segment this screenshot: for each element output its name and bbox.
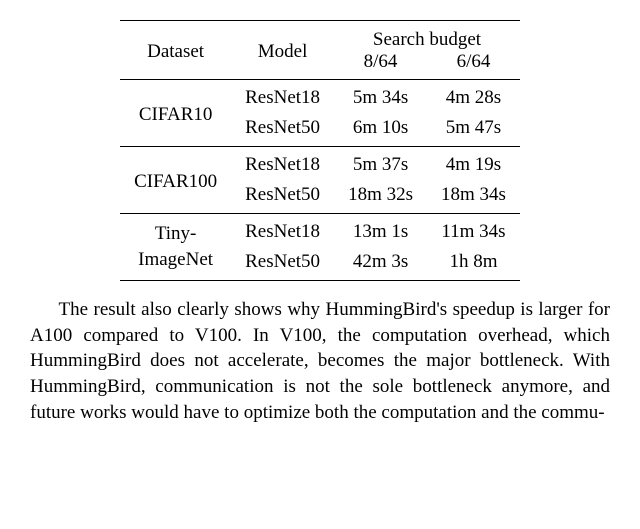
dataset-cell: CIFAR100 bbox=[120, 147, 231, 214]
value-cell: 1h 8m bbox=[427, 247, 520, 281]
body-paragraph: The result also clearly shows why Hummin… bbox=[30, 297, 610, 425]
value-cell: 11m 34s bbox=[427, 214, 520, 248]
value-cell: 5m 47s bbox=[427, 113, 520, 147]
model-cell: ResNet50 bbox=[231, 180, 334, 214]
value-cell: 5m 34s bbox=[334, 80, 427, 114]
col-header-dataset: Dataset bbox=[120, 21, 231, 80]
dataset-cell: CIFAR10 bbox=[120, 80, 231, 147]
value-cell: 18m 34s bbox=[427, 180, 520, 214]
value-cell: 42m 3s bbox=[334, 247, 427, 281]
model-cell: ResNet18 bbox=[231, 80, 334, 114]
col-header-budget: Search budget bbox=[334, 21, 520, 52]
value-cell: 5m 37s bbox=[334, 147, 427, 181]
value-cell: 13m 1s bbox=[334, 214, 427, 248]
dataset-cell-line1: Tiny- bbox=[120, 214, 231, 248]
col-sub-b2: 6/64 bbox=[427, 51, 520, 80]
col-header-model: Model bbox=[231, 21, 334, 80]
value-cell: 4m 19s bbox=[427, 147, 520, 181]
model-cell: ResNet18 bbox=[231, 147, 334, 181]
value-cell: 4m 28s bbox=[427, 80, 520, 114]
model-cell: ResNet18 bbox=[231, 214, 334, 248]
value-cell: 18m 32s bbox=[334, 180, 427, 214]
col-sub-b1: 8/64 bbox=[334, 51, 427, 80]
model-cell: ResNet50 bbox=[231, 247, 334, 281]
value-cell: 6m 10s bbox=[334, 113, 427, 147]
model-cell: ResNet50 bbox=[231, 113, 334, 147]
dataset-cell-line2: ImageNet bbox=[120, 247, 231, 281]
results-table: Dataset Model Search budget 8/64 6/64 CI… bbox=[120, 20, 520, 281]
